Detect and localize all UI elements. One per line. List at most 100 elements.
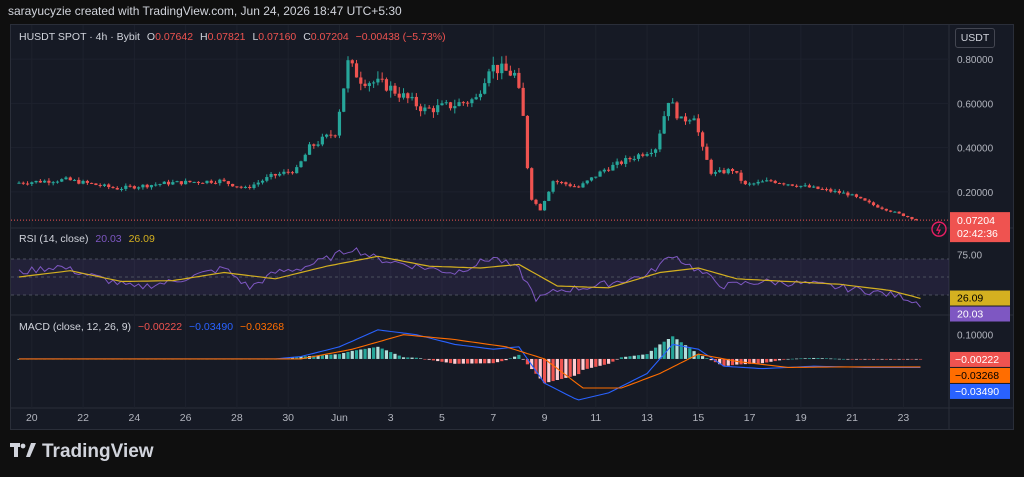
time-tick-label: 15 [692,412,704,424]
macd-title[interactable]: MACD (close, 12, 26, 9) [19,321,132,333]
candle [453,106,457,109]
candle [243,186,248,188]
candle [470,99,474,104]
candle [141,184,145,188]
macd-histogram-bar [773,358,777,362]
currency-button[interactable]: USDT [955,28,995,48]
macd-histogram-bar [564,358,568,378]
lightning-icon [931,221,947,237]
axes: 0.80000 0.60000 0.40000 0.20000 0.0720402:42… [26,55,1010,424]
candle [380,78,384,80]
macd-histogram-bar [833,358,837,360]
macd-histogram-bar [619,357,624,359]
macd-histogram-bar [483,358,487,364]
candle [889,210,893,212]
macd-histogram-bar [884,358,888,360]
candle [504,63,508,71]
candle [854,194,859,197]
candle [495,64,500,74]
candle [598,171,602,177]
rsi-title[interactable]: RSI (14, close) [19,233,89,245]
grid [11,25,1013,429]
macd-histogram-bar [829,358,833,360]
candle [466,102,470,104]
macd-histogram-bar [372,347,376,359]
candle [829,189,833,192]
candle [500,63,504,74]
macd-histogram-bar [500,358,504,362]
price-tick-label: 0.40000 [957,144,994,155]
candle [273,174,277,176]
macd-histogram-bar [521,358,525,360]
candle [547,191,551,201]
candle [111,187,115,189]
macd-histogram-bar [786,358,790,360]
rsi-pane [11,247,949,308]
candle [756,181,760,184]
candle [55,181,60,183]
candle [410,96,414,99]
candle [581,183,585,188]
candle [850,194,854,196]
macd-histogram-bar [359,349,363,359]
candle [735,171,739,173]
candle [641,154,645,156]
symbol-label[interactable]: HUSDT SPOT · 4h · Bybit [19,31,140,43]
candle [231,183,235,187]
candle [773,180,777,184]
time-tick-label: 13 [641,412,653,424]
candle [384,79,389,91]
candle [154,184,158,186]
candle [906,216,910,218]
candle [286,171,290,173]
candle [795,185,799,187]
rsi-badge [950,306,1010,322]
candle [423,107,427,112]
macd-histogram-bar [906,358,910,360]
candle [376,78,380,83]
candle [589,177,594,181]
candle [235,186,239,188]
candle [90,182,94,184]
macd-histogram-bar [325,354,329,359]
macd-histogram-bar [748,358,752,364]
macd-histogram-bar [782,358,786,360]
macd-tick-label: 0.10000 [957,331,994,342]
macd-histogram-bar [790,358,794,360]
macd-histogram-bar [581,358,585,370]
time-tick-label: Jun [331,412,348,424]
candle [389,85,393,91]
candle [893,211,897,213]
candle [329,134,333,136]
macd-histogram-bar [389,352,393,359]
chart-frame[interactable]: 0.80000 0.60000 0.40000 0.20000 0.07204 02:42… [10,24,1014,430]
candle [508,70,512,76]
candle [166,181,171,185]
macd-histogram-bar [290,357,295,359]
chart-svg[interactable]: 0.800000.600000.400000.200000.0720402:42… [11,25,1013,429]
candle [43,180,47,183]
candle [662,116,666,134]
candle [196,181,201,183]
candle [337,111,342,136]
macd-line [19,329,921,401]
macd-histogram-bar [594,358,598,367]
macd-histogram-bar [846,358,850,360]
candle [790,184,794,186]
candle [709,159,713,174]
candle [175,181,179,183]
high-label: H [199,31,208,43]
candle [683,116,688,122]
candle [427,107,431,109]
macd-histogram-bar [320,355,324,359]
macd-histogram-bar [658,344,662,359]
change-value: −0.00438 (−5.73%) [355,31,446,43]
candle [171,182,175,185]
macd-histogram-bar [384,350,389,359]
open-value: 0.07642 [155,31,194,43]
candle [538,203,542,211]
macd-histogram-bar [795,358,799,360]
candle [312,144,316,146]
candle [521,87,525,116]
candle [333,135,337,137]
